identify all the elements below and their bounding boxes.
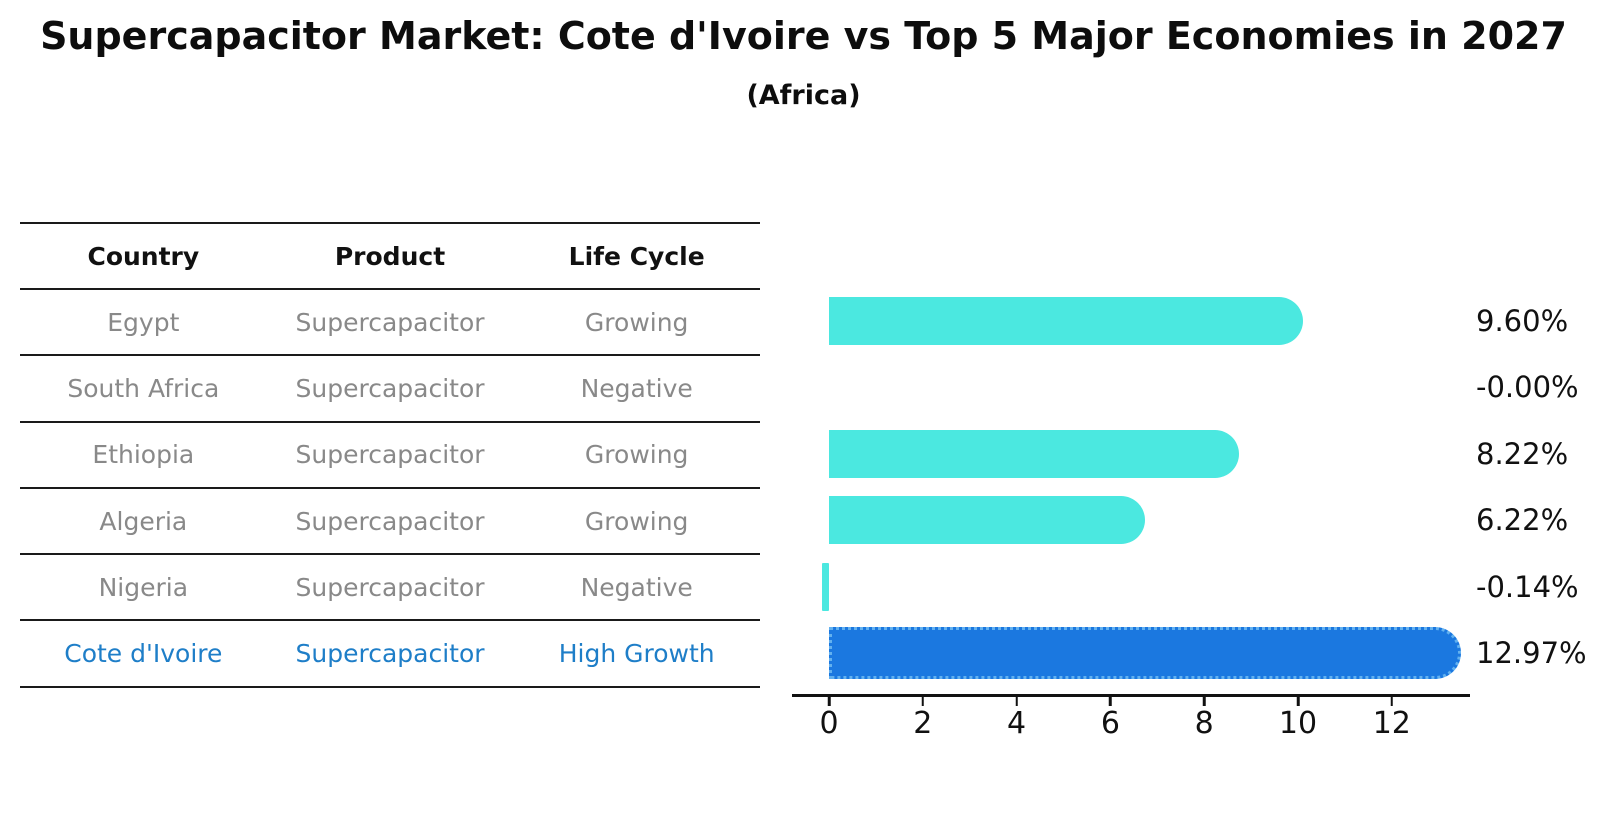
table-row: Ethiopia Supercapacitor Growing xyxy=(20,423,760,489)
value-label: 6.22% xyxy=(1476,503,1569,538)
x-axis-tick-label: 12 xyxy=(1372,706,1411,741)
cell-product: Supercapacitor xyxy=(295,440,485,470)
x-axis-tick-label: 6 xyxy=(1100,706,1120,741)
x-axis-tick xyxy=(1390,696,1394,706)
cell-life-cycle: Negative xyxy=(580,572,693,602)
cell-country: South Africa xyxy=(67,373,220,403)
value-label: 9.60% xyxy=(1476,304,1569,338)
value-label: 12.97% xyxy=(1476,636,1587,670)
x-axis-tick xyxy=(1296,696,1300,706)
cell-product: Supercapacitor xyxy=(295,506,485,536)
x-axis-tick-label: 8 xyxy=(1194,706,1214,741)
cell-life-cycle: Growing xyxy=(584,440,689,470)
x-axis-tick-label: 2 xyxy=(913,706,933,741)
cell-product: Supercapacitor xyxy=(295,572,485,602)
table-row: South Africa Supercapacitor Negative xyxy=(20,356,760,423)
table-row: Nigeria Supercapacitor Negative xyxy=(20,555,760,622)
x-axis-tick xyxy=(1109,696,1112,706)
country-table: Country Product Life Cycle Egypt Superca… xyxy=(20,222,760,688)
cell-country: Ethiopia xyxy=(92,440,195,470)
bar-egypt xyxy=(829,297,1304,345)
column-header-product: Product xyxy=(334,241,446,271)
x-axis-tick xyxy=(827,696,831,706)
cell-life-cycle: Growing xyxy=(584,307,689,337)
x-axis-tick-label: 0 xyxy=(819,706,839,741)
x-axis-tick xyxy=(1202,696,1206,706)
cell-life-cycle: Negative xyxy=(580,373,693,403)
column-header-country: Country xyxy=(87,241,200,271)
cell-life-cycle: High Growth xyxy=(558,639,715,669)
cell-product: Supercapacitor xyxy=(295,373,485,403)
x-axis-line xyxy=(792,694,1470,697)
x-axis-tick xyxy=(1015,696,1018,706)
bar-nigeria xyxy=(822,562,829,611)
bar-ethiopia xyxy=(829,429,1239,478)
x-axis-tick xyxy=(921,696,925,706)
cell-country: Nigeria xyxy=(98,572,189,602)
cell-product: Supercapacitor xyxy=(295,639,485,669)
chart-subtitle: (Africa) xyxy=(746,80,861,111)
table-row: Egypt Supercapacitor Growing xyxy=(20,290,760,357)
table-header-row: Country Product Life Cycle xyxy=(20,224,760,290)
table-row: Algeria Supercapacitor Growing xyxy=(20,489,760,556)
table-row-highlighted: Cote d'Ivoire Supercapacitor High Growth xyxy=(20,621,760,688)
cell-country: Algeria xyxy=(99,506,188,536)
value-label: -0.14% xyxy=(1476,569,1579,604)
cell-life-cycle: Growing xyxy=(584,506,689,536)
cell-country: Egypt xyxy=(107,307,180,337)
x-axis-tick-label: 4 xyxy=(1007,706,1027,741)
bar-highlight-cote-d-ivoire xyxy=(829,627,1462,679)
column-header-life-cycle: Life Cycle xyxy=(568,241,705,271)
cell-product: Supercapacitor xyxy=(295,307,485,337)
x-axis-tick-label: 10 xyxy=(1278,706,1318,741)
chart-title: Supercapacitor Market: Cote d'Ivoire vs … xyxy=(40,14,1567,58)
cell-country: Cote d'Ivoire xyxy=(64,639,223,669)
value-label: 8.22% xyxy=(1476,436,1569,471)
value-label: -0.00% xyxy=(1476,370,1579,405)
bar-algeria xyxy=(829,496,1145,545)
